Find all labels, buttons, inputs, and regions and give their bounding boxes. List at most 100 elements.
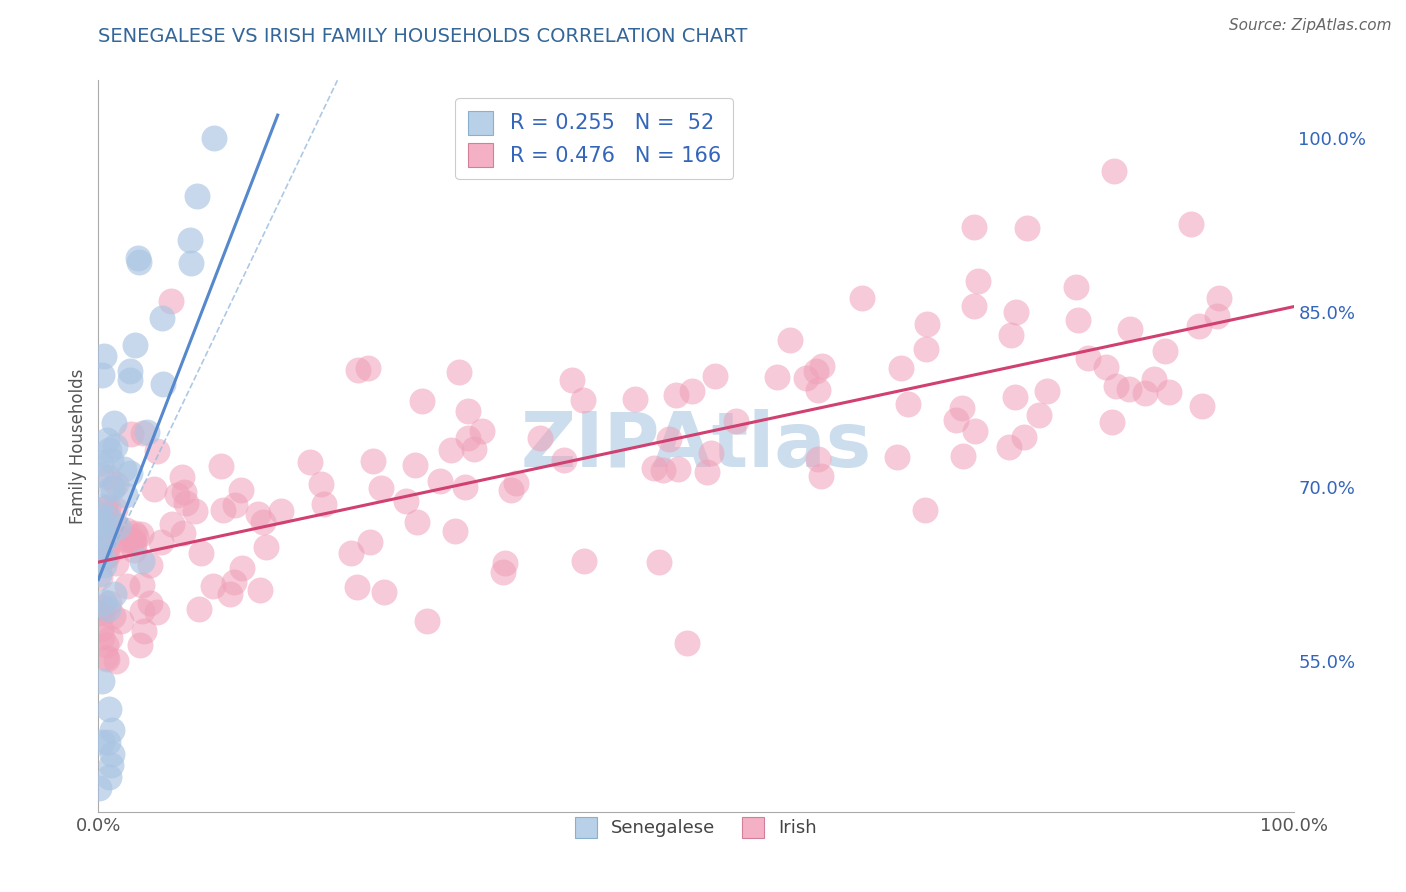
Point	[952, 450, 974, 464]
Point	[1028, 408, 1050, 422]
Point	[120, 466, 142, 480]
Point	[886, 450, 908, 464]
Point	[1104, 164, 1126, 178]
Point	[1067, 312, 1090, 326]
Point	[128, 255, 150, 269]
Point	[97, 601, 120, 615]
Point	[395, 494, 418, 508]
Point	[1208, 291, 1230, 305]
Point	[572, 554, 595, 568]
Point	[159, 293, 181, 308]
Point	[132, 426, 155, 441]
Point	[890, 360, 912, 375]
Point	[811, 359, 834, 373]
Point	[103, 416, 125, 430]
Point	[90, 600, 112, 615]
Point	[114, 488, 136, 502]
Point	[97, 500, 120, 515]
Point	[104, 439, 127, 453]
Point	[915, 317, 938, 331]
Point	[124, 337, 146, 351]
Point	[212, 502, 235, 516]
Point	[779, 333, 801, 347]
Point	[429, 474, 451, 488]
Point	[190, 546, 212, 560]
Point	[100, 481, 122, 495]
Point	[648, 555, 671, 569]
Point	[914, 503, 936, 517]
Point	[90, 514, 112, 528]
Point	[87, 566, 110, 581]
Point	[1154, 344, 1177, 359]
Point	[172, 470, 194, 484]
Point	[501, 483, 523, 497]
Point	[666, 462, 689, 476]
Point	[457, 403, 479, 417]
Text: ZIPAtlas: ZIPAtlas	[520, 409, 872, 483]
Point	[851, 291, 873, 305]
Point	[146, 605, 169, 619]
Point	[90, 499, 112, 513]
Point	[202, 131, 225, 145]
Point	[312, 497, 335, 511]
Point	[131, 527, 153, 541]
Point	[89, 605, 111, 619]
Point	[97, 770, 120, 784]
Point	[505, 475, 527, 490]
Point	[810, 469, 832, 483]
Point	[172, 525, 194, 540]
Point	[122, 535, 145, 549]
Point	[96, 549, 118, 563]
Point	[416, 614, 439, 628]
Point	[967, 274, 990, 288]
Point	[104, 518, 127, 533]
Point	[963, 220, 986, 235]
Point	[202, 579, 225, 593]
Point	[180, 256, 202, 270]
Point	[224, 498, 246, 512]
Point	[1118, 322, 1140, 336]
Point	[110, 532, 132, 546]
Point	[915, 343, 938, 357]
Point	[1101, 415, 1123, 429]
Legend: Senegalese, Irish: Senegalese, Irish	[565, 807, 827, 847]
Point	[131, 604, 153, 618]
Point	[103, 587, 125, 601]
Point	[139, 596, 162, 610]
Point	[373, 585, 395, 599]
Point	[561, 373, 583, 387]
Point	[359, 535, 381, 549]
Point	[806, 452, 828, 467]
Point	[965, 424, 987, 438]
Point	[129, 638, 152, 652]
Point	[166, 488, 188, 502]
Point	[1188, 318, 1211, 333]
Point	[100, 747, 122, 761]
Point	[110, 614, 132, 628]
Point	[219, 587, 242, 601]
Point	[183, 504, 205, 518]
Point	[96, 650, 118, 665]
Point	[1077, 351, 1099, 365]
Point	[90, 631, 112, 645]
Point	[97, 539, 120, 553]
Point	[100, 453, 122, 467]
Point	[1017, 221, 1039, 235]
Point	[1105, 379, 1128, 393]
Point	[117, 579, 139, 593]
Point	[1000, 327, 1022, 342]
Point	[492, 566, 515, 580]
Point	[998, 440, 1021, 454]
Point	[94, 638, 117, 652]
Point	[93, 558, 115, 573]
Point	[357, 361, 380, 376]
Point	[93, 501, 115, 516]
Point	[131, 554, 153, 568]
Point	[132, 624, 155, 639]
Point	[457, 431, 479, 445]
Point	[1004, 390, 1026, 404]
Point	[93, 595, 115, 609]
Point	[404, 458, 426, 472]
Point	[97, 469, 120, 483]
Point	[807, 384, 830, 398]
